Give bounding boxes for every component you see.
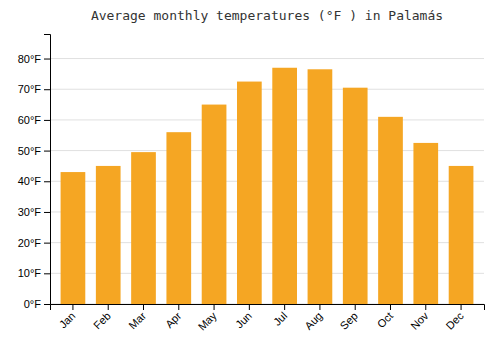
tick: 80°F [18, 53, 50, 65]
tick-mark [44, 89, 50, 90]
bar [61, 172, 86, 304]
tick: Dec [443, 304, 466, 332]
tick-mark [390, 304, 391, 310]
bar [413, 143, 438, 304]
grid-line [50, 89, 484, 90]
tick-label: 70°F [18, 83, 42, 95]
tick: 70°F [18, 83, 50, 95]
chart: Jan Feb Mar Apr May Jun Jul Aug Sep Oct Nov Dec 0°F 1… [0, 0, 500, 350]
tick-mark [44, 181, 50, 182]
tick: 0°F [24, 298, 50, 310]
plot: Jan Feb Mar Apr May Jun Jul Aug Sep Oct Nov Dec 0°F 1… [18, 35, 485, 333]
tick-label: Apr [163, 309, 184, 330]
tick-mark [44, 59, 50, 60]
tick: Sep [338, 304, 360, 332]
bar [449, 166, 474, 304]
tick-label: Jun [233, 310, 254, 331]
tick: May [196, 304, 220, 333]
tick-mark [44, 212, 50, 213]
y-axis: 0°F 10°F 20°F 30°F 40°F 50°F 60°F 70°F 80°F [18, 35, 51, 311]
tick: 30°F [18, 206, 50, 218]
tick-label: Feb [91, 310, 113, 332]
tick-mark [143, 304, 144, 310]
tick-mark [425, 304, 426, 310]
bar [166, 132, 191, 304]
tick: Aug [302, 304, 324, 332]
tick-mark [44, 304, 50, 305]
tick-label: Jul [271, 310, 289, 328]
tick: 10°F [18, 267, 50, 279]
tick-mark [319, 304, 320, 310]
axis-domain [44, 35, 51, 305]
tick-mark [44, 120, 50, 121]
tick-label: Aug [302, 310, 324, 332]
tick: Apr [163, 304, 184, 330]
tick-label: 40°F [18, 175, 42, 187]
tick: 60°F [18, 114, 50, 126]
bar [237, 82, 262, 304]
tick-label: Oct [375, 310, 396, 331]
tick: Mar [126, 304, 148, 331]
tick-label: 10°F [18, 267, 42, 279]
tick-label: Dec [443, 309, 466, 332]
tick: 50°F [18, 145, 50, 157]
tick-label: 20°F [18, 237, 42, 249]
bar [202, 105, 227, 304]
title: Average monthly temperatures (°F ) in Pa… [91, 8, 443, 23]
tick: Jun [233, 304, 254, 331]
tick-label: 30°F [18, 206, 42, 218]
tick-mark [355, 304, 356, 310]
tick-label: 0°F [24, 298, 42, 310]
tick: Jul [271, 304, 289, 328]
tick-mark [284, 304, 285, 310]
tick-label: 50°F [18, 145, 42, 157]
tick-label: Nov [408, 309, 431, 332]
tick-mark [178, 304, 179, 310]
tick-label: Mar [126, 309, 148, 331]
tick-label: May [196, 309, 220, 333]
tick-mark [214, 304, 215, 310]
x-axis: Jan Feb Mar Apr May Jun Jul Aug Sep Oct Nov Dec [51, 304, 485, 333]
bar [131, 152, 156, 304]
tick-mark [44, 243, 50, 244]
tick-mark [108, 304, 109, 310]
tick-label: 80°F [18, 53, 42, 65]
tick-mark [44, 151, 50, 152]
tick-mark [249, 304, 250, 310]
tick-label: 60°F [18, 114, 42, 126]
tick-mark [44, 273, 50, 274]
tick: 20°F [18, 237, 50, 249]
axis-domain [51, 305, 485, 311]
tick-mark [461, 304, 462, 310]
tick-label: Jan [57, 310, 78, 331]
bars [61, 68, 474, 304]
tick-label: Sep [338, 310, 360, 332]
tick: Jan [57, 304, 78, 331]
tick: 40°F [18, 175, 50, 187]
grid [50, 59, 484, 304]
bar [308, 69, 333, 304]
tick: Nov [408, 304, 431, 332]
tick: Oct [375, 304, 396, 330]
bar [96, 166, 121, 304]
grid-line [50, 58, 484, 59]
bar [343, 88, 368, 304]
tick-mark [72, 304, 73, 310]
bar [378, 117, 403, 304]
tick: Feb [91, 304, 113, 331]
bar [272, 68, 297, 304]
grid-line [50, 119, 484, 120]
